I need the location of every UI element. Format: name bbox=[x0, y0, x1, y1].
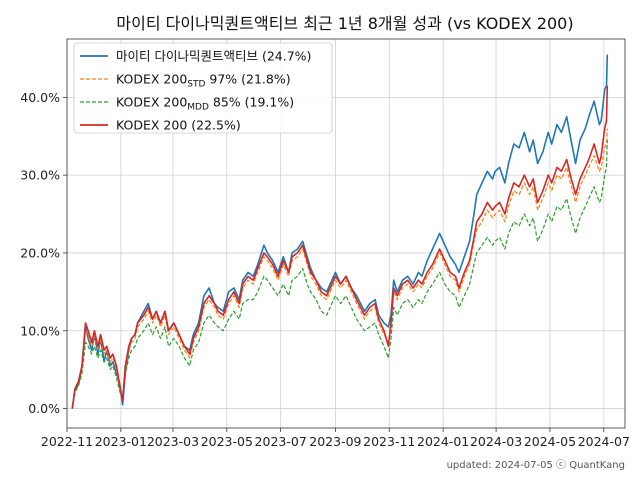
x-tick-label: 2023-11 bbox=[363, 434, 415, 449]
series-line-1 bbox=[71, 128, 608, 409]
legend: 마이티 다이나믹퀀트액티브 (24.7%) KODEX 200STD 97% (2… bbox=[73, 42, 333, 134]
x-tick-label: 2023-05 bbox=[201, 434, 253, 449]
legend-label-main: KODEX 200 bbox=[116, 72, 187, 87]
legend-label-subscript: STD bbox=[187, 80, 205, 90]
series-line-2 bbox=[71, 140, 608, 409]
chart-title: 마이티 다이나믹퀀트액티브 최근 1년 8개월 성과 (vs KODEX 200… bbox=[116, 14, 573, 33]
y-tick-label: 30.0% bbox=[20, 168, 60, 183]
plot-area-frame bbox=[66, 38, 626, 429]
legend-label-2: KODEX 200MDD 85% (19.1%) bbox=[116, 95, 294, 113]
y-axis: 0.0% 10.0% 20.0% 30.0% 40.0% bbox=[20, 90, 67, 416]
legend-box bbox=[73, 42, 333, 134]
legend-label-tail: 85% (19.1%) bbox=[209, 95, 294, 110]
legend-label-3: KODEX 200 (22.5%) bbox=[116, 118, 241, 133]
x-tick-label: 2023-07 bbox=[255, 434, 307, 449]
x-tick-label: 2024-01 bbox=[417, 434, 469, 449]
x-axis: 2022-11 2023-01 2023-03 2023-05 2023-07 2023-… bbox=[41, 428, 630, 449]
y-tick-label: 20.0% bbox=[20, 245, 60, 260]
x-tick-label: 2023-03 bbox=[147, 434, 199, 449]
y-tick-label: 40.0% bbox=[20, 90, 60, 105]
x-tick-label: 2024-03 bbox=[470, 434, 522, 449]
legend-label-tail: 97% (21.8%) bbox=[205, 72, 290, 87]
legend-label-0: 마이티 다이나믹퀀트액티브 (24.7%) bbox=[116, 49, 311, 64]
x-tick-label: 2023-01 bbox=[95, 434, 147, 449]
y-tick-label: 10.0% bbox=[20, 323, 60, 338]
series-group bbox=[71, 54, 609, 409]
x-tick-label: 2023-09 bbox=[309, 434, 361, 449]
x-tick-label: 2022-11 bbox=[41, 434, 93, 449]
x-tick-label: 2024-05 bbox=[524, 434, 576, 449]
x-tick-label: 2024-07 bbox=[578, 434, 630, 449]
series-line-3 bbox=[71, 85, 609, 409]
legend-label-main: KODEX 200 bbox=[116, 95, 187, 110]
footnote: updated: 2024-07-05 ⓒ QuantKang bbox=[447, 459, 625, 471]
legend-label-1: KODEX 200STD 97% (21.8%) bbox=[116, 72, 291, 90]
legend-label-subscript: MDD bbox=[187, 103, 209, 113]
y-tick-label: 0.0% bbox=[28, 401, 60, 416]
